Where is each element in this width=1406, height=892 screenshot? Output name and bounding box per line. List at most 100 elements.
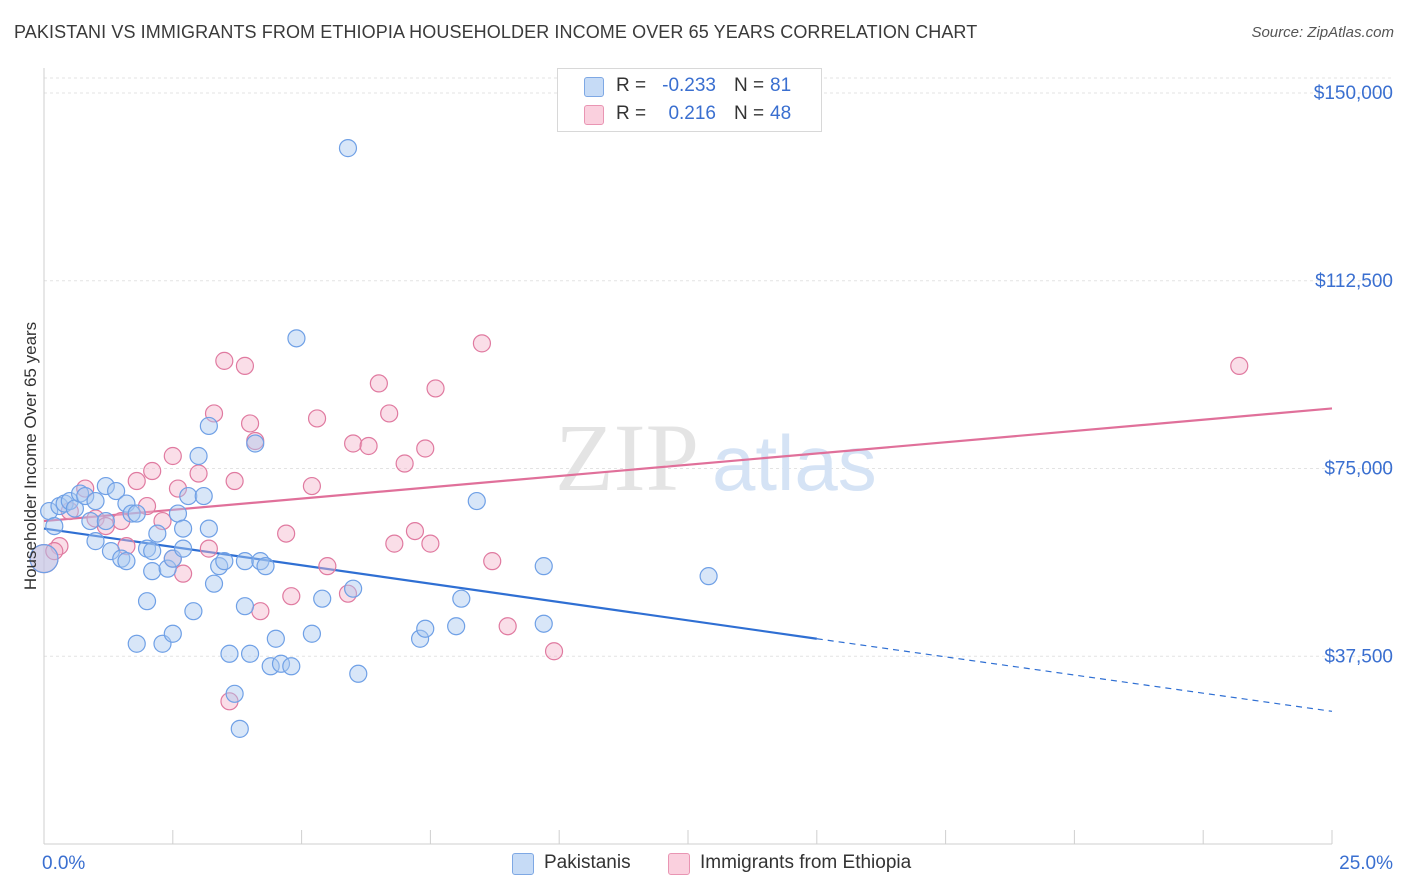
- point-pakistanis: [45, 516, 64, 536]
- point-ethiopia: [380, 404, 399, 423]
- point-pakistanis: [137, 592, 157, 611]
- point-ethiopia: [76, 479, 95, 498]
- correlation-legend: R = -0.233 N = 81 R = 0.216 N = 48: [557, 68, 822, 132]
- point-pakistanis: [699, 567, 718, 586]
- trend-line-ethiopia: [43, 407, 1333, 523]
- point-ethiopia: [359, 436, 378, 456]
- point-pakistanis: [204, 574, 224, 593]
- point-pakistanis: [251, 552, 270, 571]
- trend-line-pakistanis: [43, 527, 817, 640]
- point-pakistanis: [148, 524, 167, 543]
- point-pakistanis: [534, 614, 553, 633]
- point-pakistanis: [81, 511, 100, 531]
- trend-lines: [43, 407, 1333, 712]
- point-pakistanis: [117, 552, 136, 571]
- legend-swatch-ethiopia: [584, 105, 604, 125]
- point-ethiopia: [472, 334, 492, 353]
- legend-swatch-pakistanis: [584, 77, 604, 97]
- point-ethiopia: [235, 356, 255, 375]
- point-pakistanis: [452, 589, 471, 608]
- legend-row-pakistanis: R = -0.233 N = 81: [558, 73, 821, 99]
- point-ethiopia: [240, 414, 260, 433]
- point-ethiopia: [199, 539, 218, 558]
- point-ethiopia: [163, 446, 182, 466]
- point-ethiopia: [174, 564, 193, 583]
- point-pakistanis: [240, 644, 260, 663]
- point-pakistanis: [174, 539, 193, 558]
- point-ethiopia: [498, 617, 517, 636]
- point-pakistanis: [143, 542, 162, 561]
- point-pakistanis: [127, 634, 146, 653]
- y-axis-label: Householder Income Over 65 years: [21, 322, 40, 590]
- legend-n-label: N =: [734, 75, 765, 96]
- point-ethiopia: [251, 602, 270, 621]
- point-ethiopia: [282, 587, 301, 606]
- point-ethiopia: [426, 379, 445, 398]
- point-pakistanis: [168, 504, 188, 523]
- point-ethiopia: [307, 409, 327, 428]
- y-tick-label: $112,500: [1315, 271, 1393, 292]
- point-pakistanis: [184, 602, 203, 621]
- point-pakistanis: [467, 491, 486, 511]
- y-tick-label: $150,000: [1314, 83, 1393, 104]
- point-pakistanis: [96, 476, 115, 496]
- point-pakistanis: [534, 557, 553, 576]
- legend-row-ethiopia: R = 0.216 N = 48: [558, 101, 821, 127]
- point-ethiopia: [225, 471, 244, 491]
- point-pakistanis: [225, 684, 244, 703]
- point-pakistanis: [174, 519, 193, 538]
- point-pakistanis: [287, 329, 306, 348]
- series-label-pakistanis: Pakistanis: [544, 852, 631, 873]
- point-ethiopia: [168, 479, 188, 498]
- point-pakistanis: [96, 511, 115, 531]
- tick-labels: $37,500 $75,000 $112,500 $150,000 0.0% 25.0%: [42, 83, 1393, 874]
- y-tick-label: $37,500: [1324, 646, 1393, 667]
- point-ethiopia: [416, 439, 435, 458]
- legend-r-value: 0.216: [668, 103, 716, 124]
- point-pakistanis: [101, 542, 121, 561]
- point-pakistanis: [86, 491, 105, 511]
- data-points: [29, 139, 1249, 738]
- point-ethiopia: [189, 464, 208, 483]
- chart-source: Source: ZipAtlas.com: [1251, 24, 1394, 41]
- point-pakistanis: [256, 557, 275, 576]
- watermark: ZIP atlas: [555, 404, 877, 511]
- point-pakistanis: [194, 486, 213, 506]
- point-pakistanis: [29, 544, 59, 574]
- point-pakistanis: [235, 552, 255, 571]
- point-ethiopia: [143, 461, 162, 481]
- point-pakistanis: [158, 559, 177, 578]
- point-ethiopia: [344, 434, 363, 453]
- point-pakistanis: [199, 416, 218, 436]
- point-ethiopia: [369, 374, 388, 393]
- x-tick-label: 0.0%: [42, 853, 85, 874]
- legend-r-label: R =: [616, 75, 647, 96]
- point-ethiopia: [1230, 356, 1249, 375]
- legend-n-value: 48: [770, 103, 792, 124]
- series-swatch-pakistanis: [512, 853, 534, 875]
- point-pakistanis: [199, 519, 218, 538]
- point-pakistanis: [282, 657, 301, 676]
- point-ethiopia: [277, 524, 296, 543]
- legend-n-value: 81: [770, 75, 792, 96]
- legend-r-label: R =: [616, 103, 647, 124]
- point-pakistanis: [246, 434, 265, 453]
- watermark-atlas: atlas: [712, 419, 877, 507]
- x-tick-label: 25.0%: [1339, 853, 1393, 874]
- point-pakistanis: [143, 562, 162, 581]
- point-pakistanis: [179, 486, 198, 506]
- point-pakistanis: [127, 504, 146, 523]
- trend-line-extension: [816, 638, 1333, 712]
- point-pakistanis: [416, 619, 435, 638]
- point-pakistanis: [235, 597, 255, 616]
- point-pakistanis: [163, 624, 182, 643]
- point-pakistanis: [107, 481, 126, 501]
- point-pakistanis: [338, 139, 358, 158]
- point-ethiopia: [318, 557, 337, 576]
- point-ethiopia: [302, 476, 322, 496]
- point-ethiopia: [137, 496, 157, 516]
- y-tick-label: $75,000: [1324, 459, 1393, 480]
- point-pakistanis: [210, 557, 229, 576]
- point-pakistanis: [189, 446, 208, 466]
